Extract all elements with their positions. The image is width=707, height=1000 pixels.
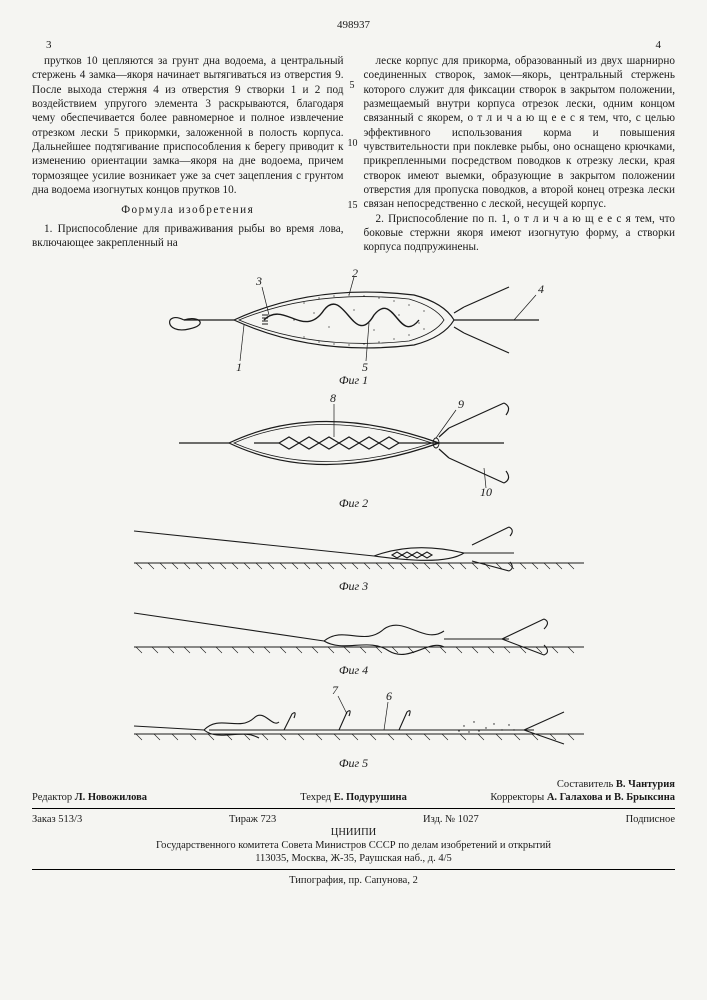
fig3-caption: Фиг 3 bbox=[32, 579, 675, 594]
figure-2: 8 9 10 bbox=[144, 388, 564, 498]
typography: Типография, пр. Сапунова, 2 bbox=[32, 874, 675, 887]
left-column: прутков 10 цепляются за грунт дна водоем… bbox=[32, 54, 344, 255]
fig5-label-7: 7 bbox=[332, 683, 339, 697]
fig4-caption: Фиг 4 bbox=[32, 663, 675, 678]
right-para-1: леске корпус для прикорма, образованный … bbox=[364, 54, 676, 212]
left-para-1: прутков 10 цепляются за грунт дна водоем… bbox=[32, 54, 344, 197]
fig1-label-1: 1 bbox=[236, 360, 242, 374]
fig2-label-9: 9 bbox=[458, 397, 464, 411]
org-full: Государственного комитета Совета Министр… bbox=[156, 840, 551, 851]
fig1-caption: Фиг 1 bbox=[32, 373, 675, 388]
fig1-label-3: 3 bbox=[255, 274, 262, 288]
tech-name: Е. Подурушина bbox=[334, 792, 407, 803]
right-para-2: 2. Приспособление по п. 1, о т л и ч а ю… bbox=[364, 212, 676, 255]
compiler-label: Составитель bbox=[557, 779, 613, 790]
fig5-label-6: 6 bbox=[386, 689, 392, 703]
corr-names: А. Галахова и В. Брыксина bbox=[547, 792, 675, 803]
tirazh: Тираж 723 bbox=[229, 813, 276, 826]
right-column: 5 10 15 леске корпус для прикорма, образ… bbox=[364, 54, 676, 255]
figure-4 bbox=[114, 595, 594, 665]
izd-no: Изд. № 1027 bbox=[423, 813, 479, 826]
fig2-caption: Фиг 2 bbox=[32, 496, 675, 511]
col-right-no: 4 bbox=[656, 38, 662, 52]
col-left-no: 3 bbox=[46, 38, 52, 52]
corr-label: Корректоры bbox=[490, 792, 544, 803]
line-marker-15: 15 bbox=[348, 200, 358, 213]
org-name: ЦНИИПИ bbox=[331, 827, 377, 838]
editor-name: Л. Новожилова bbox=[75, 792, 147, 803]
fig2-label-8: 8 bbox=[330, 391, 336, 405]
fig1-label-4: 4 bbox=[538, 282, 544, 296]
formula-heading: Формула изобретения bbox=[32, 203, 344, 217]
figures-block: 2 3 4 1 5 Фиг 1 8 bbox=[32, 265, 675, 772]
org-addr: 113035, Москва, Ж-35, Раушская наб., д. … bbox=[255, 853, 452, 864]
tech-label: Техред bbox=[300, 792, 331, 803]
fig2-label-10: 10 bbox=[480, 485, 492, 498]
subscribe: Подписное bbox=[626, 813, 675, 826]
figure-5: 7 6 bbox=[114, 678, 594, 758]
editor-label: Редактор bbox=[32, 792, 72, 803]
fig1-label-5: 5 bbox=[362, 360, 368, 374]
fig5-caption: Фиг 5 bbox=[32, 756, 675, 771]
figure-1: 2 3 4 1 5 bbox=[144, 265, 564, 375]
line-marker-5: 5 bbox=[350, 80, 355, 93]
compiler-name: В. Чантурия bbox=[616, 779, 675, 790]
order-no: Заказ 513/3 bbox=[32, 813, 82, 826]
figure-3 bbox=[114, 511, 594, 581]
left-para-2: 1. Приспособление для приваживания рыбы … bbox=[32, 222, 344, 251]
doc-number: 498937 bbox=[337, 18, 370, 32]
fig1-label-2: 2 bbox=[352, 266, 358, 280]
credits-block: Составитель В. Чантурия Редактор Л. Ново… bbox=[32, 778, 675, 888]
line-marker-10: 10 bbox=[348, 138, 358, 151]
